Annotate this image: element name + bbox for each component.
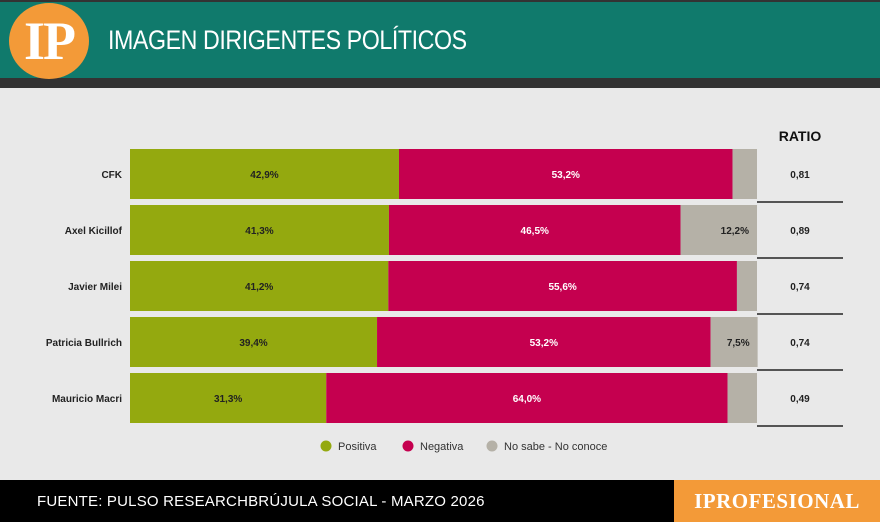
bar-segment bbox=[130, 261, 389, 311]
footer-bar: FUENTE: PULSO RESEARCHBRÚJULA SOCIAL - M… bbox=[0, 480, 880, 522]
data-label: 41,3% bbox=[245, 226, 273, 237]
data-label: 12,2% bbox=[721, 226, 749, 237]
bar-segment bbox=[736, 261, 757, 311]
data-label: 64,0% bbox=[513, 394, 541, 405]
brand-name: IPROFESIONAL bbox=[694, 489, 860, 513]
bar-segment bbox=[727, 373, 757, 423]
bar-segment bbox=[732, 149, 757, 199]
bar-segment bbox=[710, 317, 758, 367]
ratio-value: 0,74 bbox=[790, 282, 810, 293]
logo-text: IP bbox=[24, 11, 76, 71]
bar-segment bbox=[680, 205, 757, 255]
data-label: 39,4% bbox=[239, 338, 267, 349]
legend-marker bbox=[402, 440, 414, 452]
bar-segment bbox=[326, 373, 728, 423]
header-band bbox=[0, 2, 880, 78]
data-label: 41,2% bbox=[245, 282, 273, 293]
ratio-value: 0,74 bbox=[790, 338, 810, 349]
data-label: 53,2% bbox=[552, 170, 580, 181]
data-label: 42,9% bbox=[250, 170, 278, 181]
bar-segment bbox=[388, 261, 737, 311]
bar-segment bbox=[130, 317, 378, 367]
bar-segment bbox=[130, 149, 399, 199]
ratio-value: 0,49 bbox=[790, 394, 810, 405]
brand-box: IPROFESIONAL bbox=[674, 480, 880, 522]
data-label: 55,6% bbox=[548, 282, 576, 293]
logo-circle bbox=[9, 3, 89, 79]
category-label: Patricia Bullrich bbox=[46, 338, 122, 349]
data-label: 53,2% bbox=[530, 338, 558, 349]
bar-segment bbox=[130, 373, 327, 423]
data-label: 46,5% bbox=[521, 226, 549, 237]
bar-segment bbox=[377, 317, 711, 367]
category-label: CFK bbox=[101, 170, 122, 181]
page-title: IMAGEN DIRIGENTES POLÍTICOS bbox=[108, 25, 467, 55]
legend-marker bbox=[486, 440, 498, 452]
bar-segment bbox=[388, 205, 681, 255]
legend-marker bbox=[320, 440, 332, 452]
legend-label: Negativa bbox=[420, 441, 464, 453]
category-label: Axel Kicillof bbox=[65, 226, 123, 237]
stacked-bar-chart: RATIO CFK 42,9% 53,2% 0,81 Axel Kicillof 41,3%… bbox=[46, 128, 843, 453]
category-label: Mauricio Macri bbox=[52, 394, 122, 405]
ratio-value: 0,89 bbox=[790, 226, 810, 237]
ratio-header: RATIO bbox=[779, 128, 822, 144]
legend-label: Positiva bbox=[338, 441, 377, 453]
header-bar: IP IMAGEN DIRIGENTES POLÍTICOS bbox=[0, 0, 880, 88]
data-label: 7,5% bbox=[727, 338, 750, 349]
bar-segment bbox=[130, 205, 389, 255]
legend-label: No sabe - No conoce bbox=[504, 441, 607, 453]
data-label: 31,3% bbox=[214, 394, 242, 405]
bar-segment bbox=[398, 149, 733, 199]
ratio-value: 0,81 bbox=[790, 170, 810, 181]
source-note: FUENTE: PULSO RESEARCHBRÚJULA SOCIAL - M… bbox=[37, 493, 485, 510]
category-label: Javier Milei bbox=[68, 282, 122, 293]
